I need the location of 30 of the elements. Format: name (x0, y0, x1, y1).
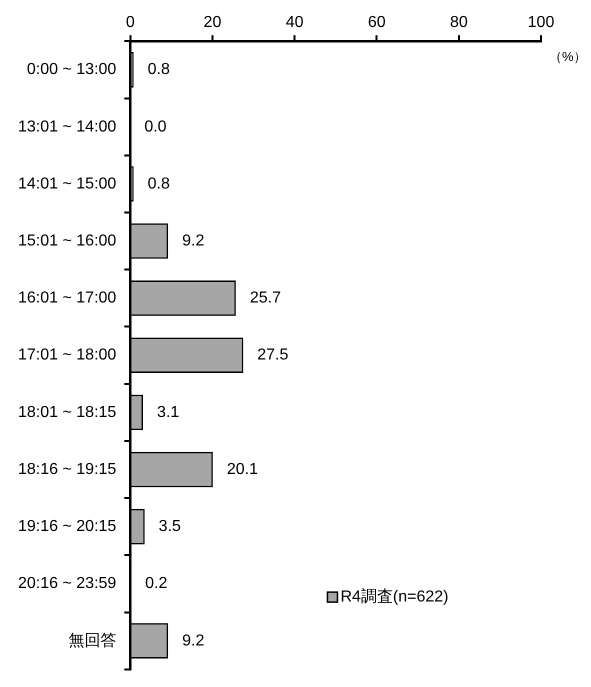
x-tick-label: 80 (450, 14, 468, 32)
y-tick-label: 20:16 ~ 23:59 (18, 575, 116, 592)
y-tick-label: 15:01 ~ 16:00 (18, 232, 116, 250)
y-tick-label: 18:01 ~ 18:15 (18, 404, 116, 421)
y-tick-label: 0:00 ~ 13:00 (26, 61, 116, 78)
data-label: 9.2 (182, 232, 204, 250)
data-label: 9.2 (182, 632, 204, 650)
y-tick-label: 17:01 ~ 18:00 (18, 346, 116, 364)
x-tick-label: 100 (528, 14, 554, 32)
y-tick-label: 13:01 ~ 14:00 (18, 118, 116, 136)
x-tick-label: 60 (368, 14, 386, 32)
y-tick-label: 18:16 ~ 19:15 (18, 460, 116, 478)
data-label: 3.1 (157, 404, 180, 421)
y-tick-label: 16:01 ~ 17:00 (18, 290, 116, 307)
data-label: 0.0 (144, 118, 167, 136)
data-label: 20.1 (226, 460, 258, 478)
data-label: 27.5 (257, 346, 288, 364)
y-tick-label: 19:16 ~ 20:15 (18, 518, 116, 536)
data-label: 3.5 (158, 518, 182, 536)
data-label: 0.2 (145, 575, 168, 592)
x-tick-label: 0 (126, 14, 135, 32)
y-tick-label: 14:01 ~ 15:00 (18, 175, 116, 192)
data-label: 0.8 (148, 61, 170, 78)
x-tick-label: 20 (204, 14, 222, 32)
x-tick-label: 40 (286, 14, 304, 32)
data-label: 25.7 (250, 290, 282, 307)
x-axis-title: （%） (549, 48, 587, 64)
data-label: 0.8 (148, 175, 170, 192)
y-tick-label: 無回答 (68, 632, 116, 650)
legend-label: R4調査(n=622) (340, 588, 448, 606)
